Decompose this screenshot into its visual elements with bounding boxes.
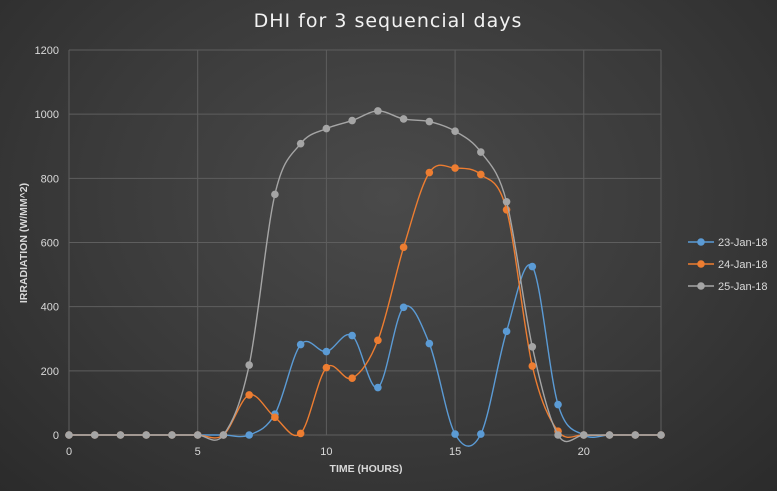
data-point — [245, 361, 253, 369]
data-point — [219, 431, 228, 439]
data-point — [477, 430, 485, 438]
series-group — [65, 107, 665, 447]
data-point — [271, 413, 279, 422]
data-point — [425, 168, 434, 177]
data-point — [348, 116, 356, 125]
x-tick-label: 15 — [449, 446, 461, 458]
data-point — [657, 431, 665, 439]
y-tick-label: 0 — [53, 430, 59, 442]
y-tick-label: 400 — [41, 302, 59, 314]
legend-label: 24-Jan-18 — [718, 259, 768, 271]
y-axis-ticks: 0 200 400 600 800 1000 1200 — [35, 45, 59, 442]
data-point — [425, 339, 434, 348]
series-24-Jan-18 — [65, 164, 665, 439]
data-point — [245, 391, 253, 399]
data-point — [65, 431, 73, 439]
data-point — [296, 139, 305, 148]
data-point — [374, 383, 382, 392]
legend-marker — [697, 260, 705, 268]
y-tick-label: 600 — [41, 238, 59, 250]
data-point — [168, 431, 176, 439]
legend: 23-Jan-18 24-Jan-18 25-Jan-18 — [688, 237, 768, 293]
x-tick-label: 10 — [320, 446, 332, 458]
gridlines — [68, 49, 662, 436]
data-point — [631, 431, 640, 439]
y-tick-label: 800 — [41, 173, 59, 185]
data-point — [271, 190, 279, 199]
x-axis-ticks: 0 5 10 15 20 — [66, 446, 590, 458]
data-point — [374, 336, 382, 345]
legend-label: 23-Jan-18 — [718, 237, 768, 249]
data-point — [296, 340, 305, 349]
series-line — [69, 110, 661, 443]
data-point — [399, 115, 408, 123]
data-point — [374, 107, 382, 115]
data-point — [322, 363, 331, 372]
data-point — [90, 431, 99, 439]
legend-marker — [697, 238, 705, 246]
legend-item: 24-Jan-18 — [688, 259, 768, 271]
legend-label: 25-Jan-18 — [718, 281, 768, 293]
data-point — [554, 400, 562, 409]
y-tick-label: 1200 — [35, 45, 59, 57]
y-axis-label: IRRADIATION (W/MM^2) — [18, 183, 30, 303]
legend-marker — [697, 282, 705, 290]
data-point — [322, 124, 331, 133]
data-point — [245, 431, 253, 439]
x-tick-label: 5 — [195, 446, 201, 458]
data-point — [451, 127, 459, 135]
y-tick-label: 1000 — [35, 109, 59, 121]
data-point — [528, 342, 537, 351]
data-point — [116, 431, 125, 439]
data-point — [605, 431, 614, 439]
data-point — [451, 164, 459, 172]
data-point — [451, 430, 459, 438]
series-line — [69, 263, 661, 447]
data-point — [296, 429, 305, 438]
x-tick-label: 0 — [66, 446, 72, 458]
data-point — [399, 303, 408, 312]
data-point — [142, 431, 151, 439]
x-axis-label: TIME (HOURS) — [330, 463, 403, 475]
data-point — [348, 374, 356, 383]
data-point — [528, 362, 537, 370]
data-point — [193, 431, 202, 439]
data-point — [399, 243, 408, 252]
series-25-Jan-18 — [65, 107, 665, 443]
data-point — [477, 148, 485, 156]
data-point — [579, 431, 588, 439]
legend-item: 25-Jan-18 — [688, 281, 768, 293]
data-point — [502, 327, 511, 336]
y-tick-label: 200 — [41, 366, 59, 378]
series-line — [69, 164, 661, 439]
data-point — [322, 347, 331, 356]
data-point — [554, 431, 562, 439]
x-tick-label: 20 — [578, 446, 590, 458]
data-point — [348, 331, 356, 340]
chart-title: DHI for 3 sequencial days — [254, 10, 523, 32]
data-point — [528, 262, 537, 271]
data-point — [477, 170, 485, 179]
data-point — [502, 197, 511, 206]
series-23-Jan-18 — [65, 262, 665, 447]
data-point — [425, 117, 434, 126]
legend-item: 23-Jan-18 — [688, 237, 768, 249]
